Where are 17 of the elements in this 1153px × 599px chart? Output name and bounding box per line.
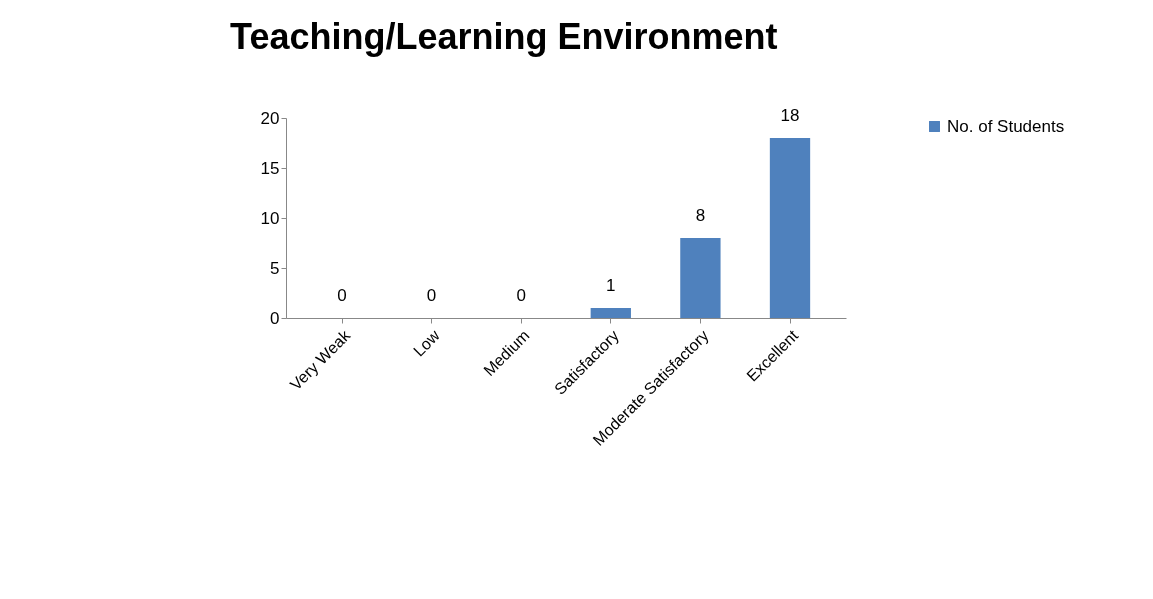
bar bbox=[590, 308, 631, 318]
legend-label: No. of Students bbox=[947, 116, 1065, 136]
y-tick-label: 0 bbox=[270, 308, 280, 328]
y-tick-label: 20 bbox=[260, 108, 280, 128]
y-tick-label: 15 bbox=[260, 158, 280, 178]
chart-title: Teaching/Learning Environment bbox=[230, 16, 778, 57]
data-label: 8 bbox=[695, 206, 706, 225]
y-tick-label: 5 bbox=[270, 258, 280, 278]
data-label: 18 bbox=[780, 106, 800, 125]
data-label: 0 bbox=[337, 286, 347, 305]
x-tick-label: Low bbox=[410, 326, 444, 360]
y-tick-label: 10 bbox=[260, 208, 280, 228]
data-label: 0 bbox=[426, 286, 437, 305]
bar bbox=[769, 138, 811, 318]
bar bbox=[680, 238, 721, 318]
data-label: 1 bbox=[606, 276, 616, 295]
data-label: 0 bbox=[516, 286, 526, 305]
